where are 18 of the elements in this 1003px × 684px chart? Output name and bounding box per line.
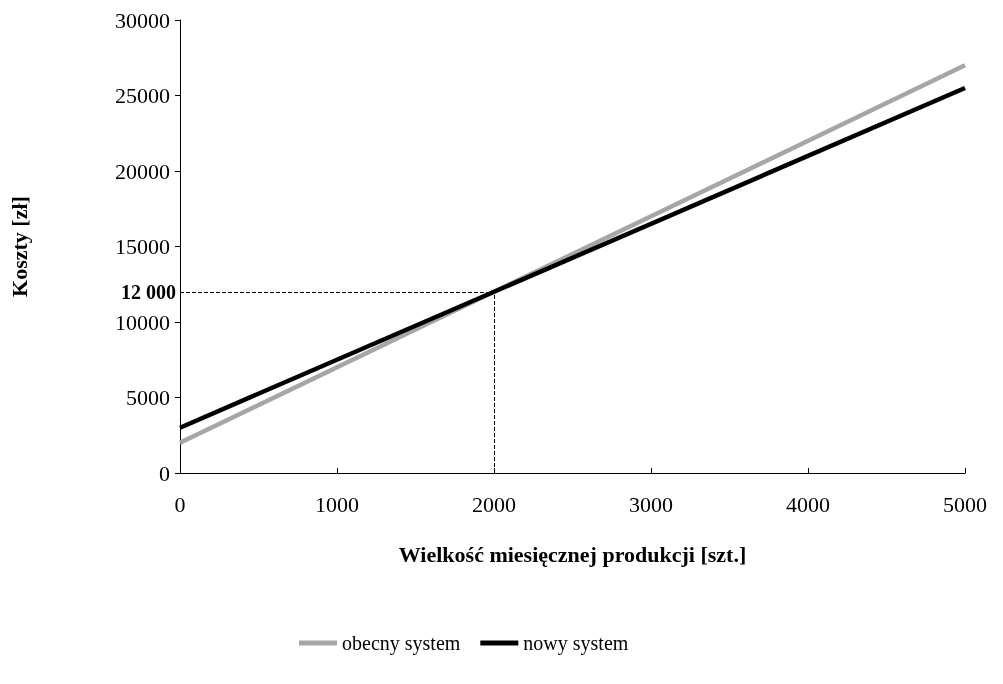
x-tick-label: 3000	[629, 491, 673, 517]
y-tick-label: 20000	[115, 158, 170, 184]
y-tick-label: 15000	[115, 234, 170, 259]
ref-line-label: 12 000	[121, 280, 176, 303]
x-axis-title: Wielkość miesięcznej produkcji [szt.]	[398, 541, 747, 567]
x-tick-label: 2000	[472, 491, 516, 517]
x-tick-label: 5000	[943, 491, 987, 517]
y-tick-label: 5000	[126, 385, 170, 410]
y-tick-label: 0	[159, 460, 170, 486]
x-tick-label: 0	[174, 491, 186, 517]
y-tick-label: 10000	[115, 309, 170, 335]
x-tick-label: 4000	[786, 491, 830, 517]
legend-label: nowy system	[523, 632, 629, 655]
x-tick-label: 1000	[315, 491, 359, 517]
y-axis-title: Koszty [zł]	[6, 196, 32, 297]
y-tick-label: 25000	[115, 83, 170, 108]
legend-label: obecny system	[342, 632, 461, 655]
y-tick-label: 30000	[115, 7, 170, 33]
